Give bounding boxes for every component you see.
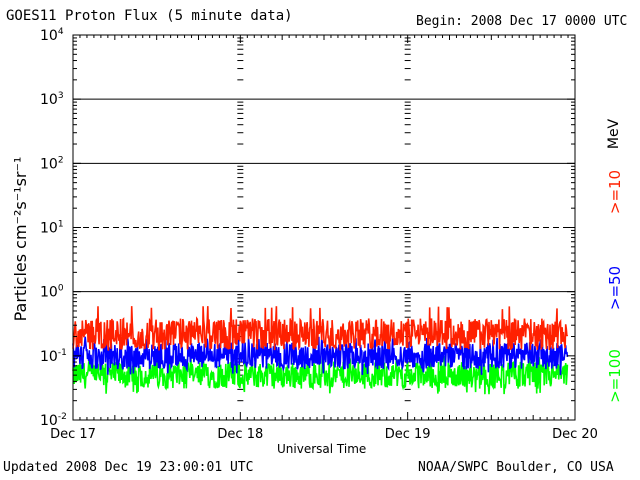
y-tick-base: 10 <box>40 221 58 237</box>
y-tick-base: 10 <box>40 285 58 301</box>
y-axis-label: Particles cm⁻²s⁻¹sr⁻¹ <box>11 156 30 322</box>
x-tick-label: Dec 17 <box>50 427 96 442</box>
y-tick-label: 103 <box>40 91 64 108</box>
legend-100mev: >=100 <box>606 349 624 403</box>
legend-50mev: >=50 <box>606 265 624 311</box>
series-group <box>72 306 569 395</box>
x-tick-labels: Dec 17 Dec 18 Dec 19 Dec 20 <box>50 427 598 442</box>
y-tick-exponent: 4 <box>58 27 64 37</box>
chart-title: GOES11 Proton Flux (5 minute data) <box>6 8 293 24</box>
series-line-10mev <box>72 306 569 351</box>
legend-10mev: >=10 <box>606 169 624 215</box>
series-line-100mev <box>72 356 569 395</box>
y-tick-base: 10 <box>40 413 58 429</box>
series-line-50mev <box>72 336 569 376</box>
y-tick-label: 100 <box>40 284 64 301</box>
y-tick-label: 10-2 <box>40 412 67 429</box>
y-tick-exponent: 0 <box>58 284 64 294</box>
y-tick-exponent: -2 <box>58 412 67 422</box>
x-tick-label: Dec 18 <box>217 427 263 442</box>
legend-unit: MeV <box>606 118 622 150</box>
plot-frame <box>72 34 576 421</box>
y-tick-label: 101 <box>40 220 64 237</box>
plot-border <box>72 34 576 421</box>
y-tick-base: 10 <box>40 28 58 44</box>
x-tick-label: Dec 20 <box>552 427 598 442</box>
y-tick-base: 10 <box>40 156 58 172</box>
y-tick-exponent: 1 <box>58 220 64 230</box>
y-tick-base: 10 <box>40 92 58 108</box>
credit-text: NOAA/SWPC Boulder, CO USA <box>418 460 614 475</box>
x-axis-label: Universal Time <box>277 442 367 456</box>
y-tick-exponent: 2 <box>58 155 64 165</box>
begin-time: Begin: 2008 Dec 17 0000 UTC <box>416 14 628 29</box>
updated-text: Updated 2008 Dec 19 23:00:01 UTC <box>3 460 254 475</box>
y-tick-label: 104 <box>40 27 64 44</box>
y-tick-base: 10 <box>40 349 58 365</box>
y-tick-label: 10-1 <box>40 348 67 365</box>
x-tick-label: Dec 19 <box>385 427 431 442</box>
y-tick-label: 102 <box>40 155 64 172</box>
y-tick-exponent: -1 <box>58 348 67 358</box>
y-tick-exponent: 3 <box>58 91 64 101</box>
